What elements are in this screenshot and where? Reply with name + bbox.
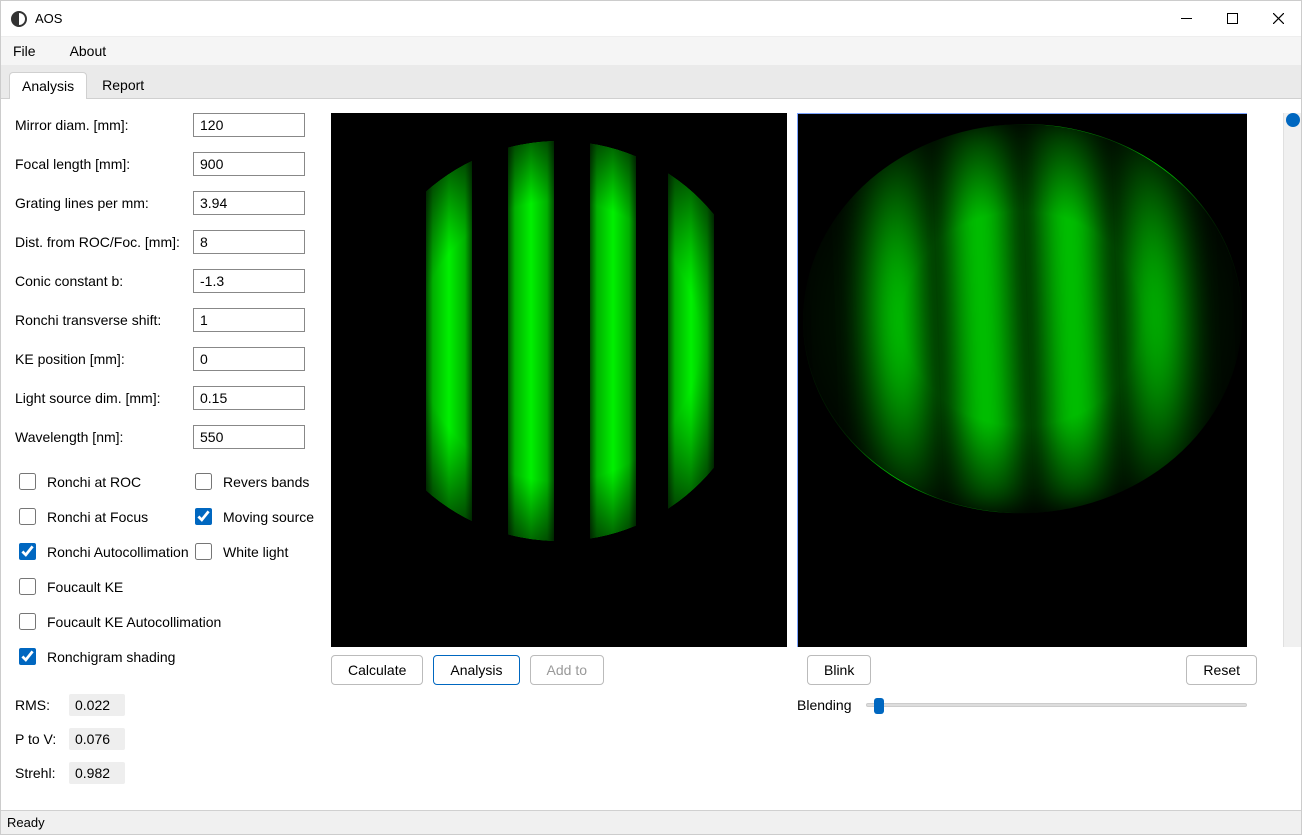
minimize-button[interactable]	[1163, 1, 1209, 37]
calculate-button[interactable]: Calculate	[331, 655, 423, 685]
app-icon	[11, 11, 27, 27]
right-area: Calculate Analysis Add to Blink Reset Bl…	[331, 99, 1301, 810]
label-rms: RMS:	[15, 697, 69, 713]
check-foucault-ke-auto[interactable]: Foucault KE Autocollimation	[15, 610, 341, 633]
tab-report[interactable]: Report	[89, 71, 157, 98]
check-ronchi-focus[interactable]: Ronchi at Focus	[15, 505, 191, 528]
label-ronchi-shift: Ronchi transverse shift:	[15, 312, 193, 328]
window-title: AOS	[35, 11, 62, 26]
label-focal-length: Focal length [mm]:	[15, 156, 193, 172]
label-grating-lines: Grating lines per mm:	[15, 195, 193, 211]
label-light-src-dim: Light source dim. [mm]:	[15, 390, 193, 406]
value-ptov: 0.076	[69, 728, 125, 750]
label-conic-b: Conic constant b:	[15, 273, 193, 289]
label-wavelength: Wavelength [nm]:	[15, 429, 193, 445]
input-conic-b[interactable]	[193, 269, 305, 293]
status-text: Ready	[7, 815, 45, 830]
addto-button[interactable]: Add to	[530, 655, 604, 685]
tabstrip: Analysis Report	[1, 65, 1301, 99]
blending-slider[interactable]	[866, 703, 1248, 707]
value-rms: 0.022	[69, 694, 125, 716]
blink-button[interactable]: Blink	[807, 655, 871, 685]
left-panel: Mirror diam. [mm]: Focal length [mm]: Gr…	[1, 99, 331, 810]
check-white-light[interactable]: White light	[191, 540, 341, 563]
check-ronchi-roc[interactable]: Ronchi at ROC	[15, 470, 191, 493]
blending-label: Blending	[797, 697, 852, 713]
titlebar: AOS	[1, 1, 1301, 37]
label-mirror-diam: Mirror diam. [mm]:	[15, 117, 193, 133]
ronchigram-captured-view[interactable]	[797, 113, 1247, 647]
menu-about[interactable]: About	[66, 41, 111, 61]
input-grating-lines[interactable]	[193, 191, 305, 215]
check-ronchi-auto[interactable]: Ronchi Autocollimation	[15, 540, 191, 563]
menubar: File About	[1, 37, 1301, 65]
input-mirror-diam[interactable]	[193, 113, 305, 137]
input-ke-position[interactable]	[193, 347, 305, 371]
check-ronchigram-shading[interactable]: Ronchigram shading	[15, 645, 341, 668]
input-focal-length[interactable]	[193, 152, 305, 176]
analysis-button[interactable]: Analysis	[433, 655, 519, 685]
check-reverse-bands[interactable]: Revers bands	[191, 470, 341, 493]
input-dist-roc[interactable]	[193, 230, 305, 254]
input-wavelength[interactable]	[193, 425, 305, 449]
reset-button[interactable]: Reset	[1186, 655, 1257, 685]
label-strehl: Strehl:	[15, 765, 69, 781]
maximize-button[interactable]	[1209, 1, 1255, 37]
menu-file[interactable]: File	[9, 41, 40, 61]
value-strehl: 0.982	[69, 762, 125, 784]
check-foucault-ke[interactable]: Foucault KE	[15, 575, 341, 598]
label-ke-position: KE position [mm]:	[15, 351, 193, 367]
input-ronchi-shift[interactable]	[193, 308, 305, 332]
tab-analysis[interactable]: Analysis	[9, 72, 87, 99]
ronchigram-synthetic-view	[331, 113, 787, 647]
check-moving-source[interactable]: Moving source	[191, 505, 341, 528]
close-button[interactable]	[1255, 1, 1301, 37]
statusbar: Ready	[1, 810, 1301, 834]
right-vertical-scrollbar[interactable]	[1283, 113, 1301, 647]
input-light-src-dim[interactable]	[193, 386, 305, 410]
label-ptov: P to V:	[15, 731, 69, 747]
label-dist-roc: Dist. from ROC/Foc. [mm]:	[15, 234, 193, 250]
